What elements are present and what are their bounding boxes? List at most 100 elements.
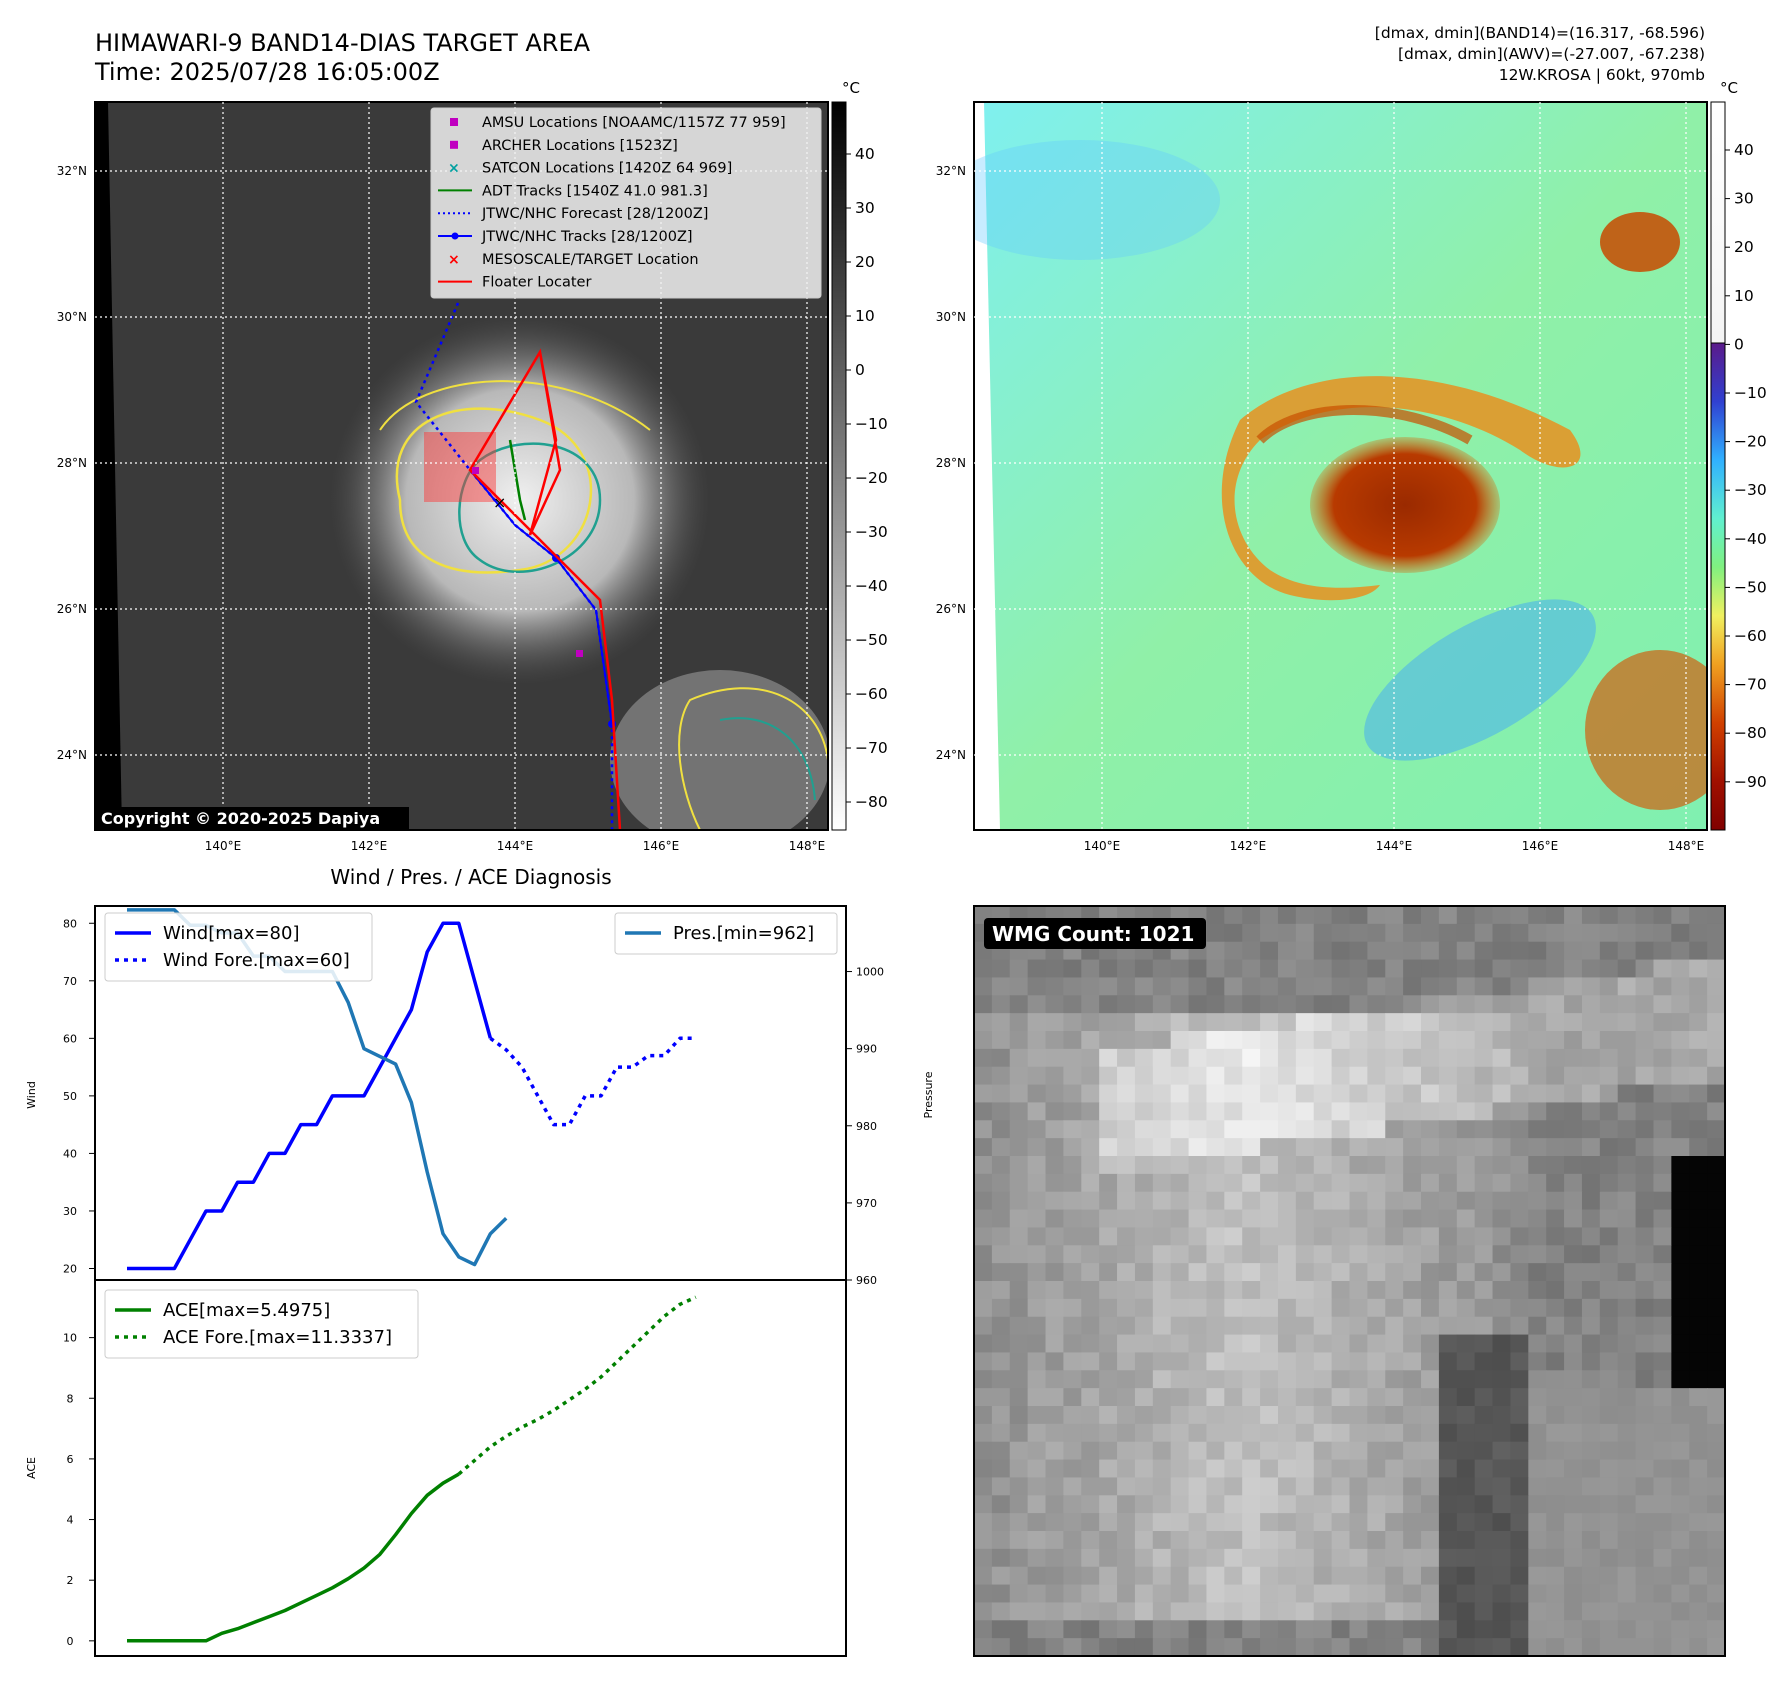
wmg-pixel [1349,1531,1368,1550]
wmg-pixel [1295,1156,1315,1175]
wmg-pixel [1224,1459,1243,1479]
wmg-pixel [1206,1209,1225,1229]
wmg-pixel [1438,1209,1458,1229]
wmg-pixel [1635,1441,1655,1461]
wmg-pixel [1099,1370,1118,1389]
wmg-pixel [1367,1495,1386,1514]
wmg-pixel [1242,1173,1261,1193]
wmg-pixel [1528,959,1547,979]
wmg-pixel [1528,1406,1547,1425]
wmg-pixel [1689,1602,1708,1621]
wmg-pixel [1456,906,1476,925]
wmg-pixel [1438,1048,1458,1068]
wv-colorbar-unit: °C [1720,79,1738,97]
wmg-pixel [1009,1173,1029,1193]
wmg-pixel [1367,1638,1386,1657]
wmg-pixel [1331,941,1351,961]
wmg-pixel [1510,1441,1529,1461]
wmg-pixel [991,1388,1011,1407]
wmg-pixel [1564,977,1583,996]
wmg-pixel [1152,1352,1172,1371]
wmg-pixel [1170,1638,1190,1657]
wmg-pixel [1635,1370,1655,1389]
wmg-pixel [1152,1120,1172,1139]
wmg-pixel [1510,1031,1529,1050]
wmg-pixel [1528,1084,1547,1104]
wmg-pixel [1653,1334,1672,1354]
wmg-pixel [1385,1388,1404,1407]
wmg-pixel [1117,977,1136,996]
wmg-pixel [1564,995,1583,1014]
wmg-pixel [1260,1370,1279,1389]
wmg-pixel [1581,1156,1601,1175]
wmg-pixel [1188,1263,1208,1282]
legend-marker-x: × [448,252,460,268]
latitude-label: 26°N [936,602,966,616]
wmg-pixel [1456,995,1476,1014]
wmg-pixel [1349,1334,1368,1354]
wmg-pixel [1456,1048,1476,1068]
wmg-pixel [1224,1013,1243,1032]
wmg-pixel [1492,1602,1512,1621]
wmg-pixel [1581,923,1601,943]
wmg-pixel [1045,1084,1064,1104]
wmg-pixel [1635,1531,1655,1550]
wmg-pixel [1671,1334,1690,1354]
wmg-pixel [1045,1423,1064,1443]
wmg-pixel [1635,1495,1655,1514]
wmg-pixel [1260,1477,1279,1496]
wmg-pixel [1313,1120,1333,1139]
wmg-pixel [1689,1638,1708,1657]
wmg-pixel [1367,1013,1386,1032]
wmg-pixel [1295,1477,1315,1496]
wmg-pixel [1546,1531,1565,1550]
wmg-pixel [1134,1602,1154,1621]
wmg-pixel [1653,1209,1672,1229]
wmg-pixel [1671,1263,1690,1282]
wmg-pixel [1528,1352,1547,1371]
wmg-pixel [1224,1245,1243,1264]
wmg-pixel [1456,941,1476,961]
wmg-pixel [1403,1120,1422,1139]
wmg-pixel [1492,959,1512,979]
y-tick-label: 30 [63,1205,77,1218]
wmg-pixel [1081,1638,1100,1657]
wmg-pixel [1421,1423,1440,1443]
wmg-pixel [1707,1281,1726,1300]
wmg-pixel [1331,1602,1351,1621]
wmg-pixel [1117,1048,1136,1068]
wmg-pixel [991,1566,1011,1586]
wmg-pixel [1635,1138,1655,1157]
wmg-pixel [1653,1548,1672,1568]
wmg-pixel [1277,1298,1297,1318]
wmg-pixel [1653,1120,1672,1139]
wmg-pixel [1170,1531,1190,1550]
wmg-pixel [1689,1138,1708,1157]
wmg-pixel [1188,1173,1208,1193]
colorbar-tick-label: 10 [855,307,875,325]
wmg-pixel [1617,1441,1637,1461]
wmg-pixel [1385,1209,1404,1229]
wmg-pixel [1134,1513,1154,1532]
wmg-pixel [1188,1120,1208,1139]
wmg-pixel [1277,1441,1297,1461]
wmg-pixel [1474,1173,1494,1193]
wmg-pixel [1367,1263,1386,1282]
wmg-pixel [1349,1013,1368,1032]
wmg-pixel [1188,1495,1208,1514]
wmg-pixel [1009,1013,1029,1032]
wmg-pixel [1474,1084,1494,1104]
wmg-pixel [1456,1352,1476,1371]
wmg-pixel [1403,1281,1422,1300]
wmg-pixel [1134,1013,1154,1032]
wmg-pixel [1564,1209,1583,1229]
wmg-pixel [1152,1102,1172,1121]
longitude-label: 144°E [497,839,534,853]
wmg-pixel [1385,1245,1404,1264]
wmg-pixel [1456,1548,1476,1568]
wmg-pixel [1170,1209,1190,1229]
wmg-pixel [1617,959,1637,979]
colorbar-tick-label: −90 [1734,773,1767,791]
wmg-pixel [1689,1031,1708,1050]
wmg-pixel [1367,1084,1386,1104]
